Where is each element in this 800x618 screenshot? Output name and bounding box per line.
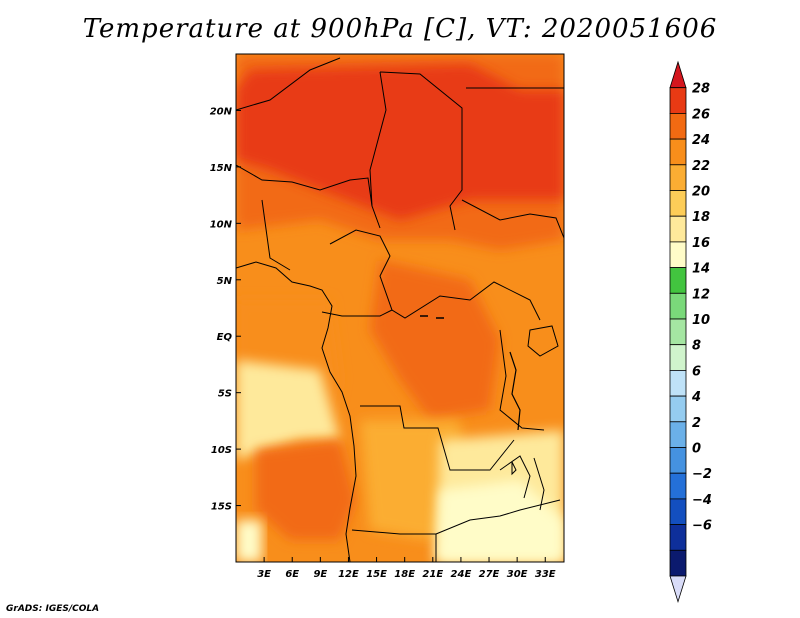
colorbar-swatch: [669, 292, 687, 320]
colorbar-swatch: [669, 395, 687, 423]
colorbar-label: 0: [692, 442, 701, 457]
x-tick-label: 6E: [285, 569, 299, 580]
border-line: [461, 199, 564, 239]
y-tick-label: 10N: [210, 219, 233, 230]
colorbar-label: 28: [692, 82, 710, 97]
border-line: [360, 405, 515, 471]
colorbar-label: 10: [692, 313, 710, 328]
x-tick-label: 21E: [422, 569, 443, 580]
y-tick-label: EQ: [217, 332, 233, 343]
x-tick-label: 27E: [479, 569, 500, 580]
colorbar-label: 26: [692, 107, 710, 122]
colorbar-label: 20: [692, 185, 710, 200]
credit-label: GrADS: IGES/COLA: [6, 604, 100, 614]
colorbar-swatch: [669, 498, 687, 525]
x-tick-label: 18E: [394, 569, 415, 580]
colorbar-label: 14: [692, 262, 710, 277]
colorbar-label: 6: [692, 364, 701, 379]
temperature-field: [236, 54, 564, 562]
colorbar-label: 24: [692, 133, 710, 148]
colorbar-label: 22: [692, 159, 710, 174]
y-tick-label: 20N: [210, 106, 233, 117]
x-tick-label: 3E: [257, 569, 271, 580]
colorbar-swatch: [669, 447, 687, 474]
colorbar-swatch: [669, 215, 687, 243]
y-tick-label: 15S: [211, 502, 232, 513]
x-tick-label: 12E: [338, 569, 359, 580]
colorbar-label: 2: [692, 416, 701, 431]
border-line: [351, 529, 437, 562]
field-hot-north: [236, 64, 564, 220]
axis-ticks: 3E 6E 9E 12E 15E 18E 21E 24E 27E 30E 33E 20N 15N 10N 5…: [210, 106, 556, 580]
lake-outline: [420, 315, 444, 319]
colorbar-swatch: [669, 318, 687, 346]
colorbar-label: −2: [692, 467, 712, 482]
colorbar-top-arrow: [669, 60, 687, 89]
colorbar-label: 4: [691, 390, 701, 405]
colorbar-swatch: [669, 190, 687, 217]
colorbar-swatch: [669, 113, 687, 140]
lake-outline: [527, 325, 559, 357]
colorbar-swatch: [669, 241, 687, 268]
colorbar-label: 16: [692, 236, 710, 251]
x-tick-label: 9E: [313, 569, 327, 580]
colorbar-label: 18: [692, 210, 710, 225]
colorbar-swatch: [669, 549, 687, 577]
colorbar-bottom-arrow: [669, 575, 687, 604]
y-tick-label: 15N: [210, 163, 233, 174]
lake-outline: [511, 461, 517, 476]
border-line: [499, 455, 531, 499]
colorbar-swatch: [669, 472, 687, 500]
border-line: [329, 229, 541, 321]
border-line: [379, 71, 463, 231]
country-borders: [236, 57, 564, 562]
colorbar-swatch: [669, 421, 687, 448]
x-tick-label: 30E: [507, 569, 528, 580]
colorbar-label: 12: [692, 287, 710, 302]
field-sw-ocean: [256, 440, 356, 540]
y-tick-label: 5N: [217, 276, 233, 287]
colorbar-swatch: [669, 267, 687, 294]
lake-outline: [509, 351, 521, 431]
field-sw-cool: [236, 520, 262, 562]
field-gulf-cool: [236, 360, 340, 460]
chart-title: Temperature at 900hPa [C], VT: 202005160…: [82, 14, 718, 44]
colorbar-swatch: [669, 344, 687, 371]
colorbar-swatch: [669, 164, 687, 191]
border-line: [369, 71, 387, 207]
colorbar-swatch: [669, 369, 687, 397]
colorbar-label: −6: [692, 519, 712, 534]
plot-frame: [235, 53, 565, 563]
border-line: [499, 329, 545, 431]
colorbar-label: 8: [692, 339, 701, 354]
border-line: [236, 57, 341, 111]
y-tick-label: 10S: [211, 445, 232, 456]
x-tick-label: 15E: [366, 569, 387, 580]
x-tick-label: 24E: [451, 569, 472, 580]
colorbar-label: −4: [692, 493, 712, 508]
field-cool-patch: [436, 480, 564, 562]
y-tick-label: 5S: [218, 389, 232, 400]
colorbar-swatch: [669, 524, 687, 551]
coastline: [236, 261, 357, 562]
colorbar-swatch: [669, 138, 687, 166]
border-line: [261, 199, 291, 271]
border-line: [321, 309, 393, 317]
lake-outline: [533, 457, 545, 511]
colorbar-swatch: [669, 87, 687, 114]
x-tick-label: 33E: [535, 569, 556, 580]
border-line: [435, 499, 561, 535]
